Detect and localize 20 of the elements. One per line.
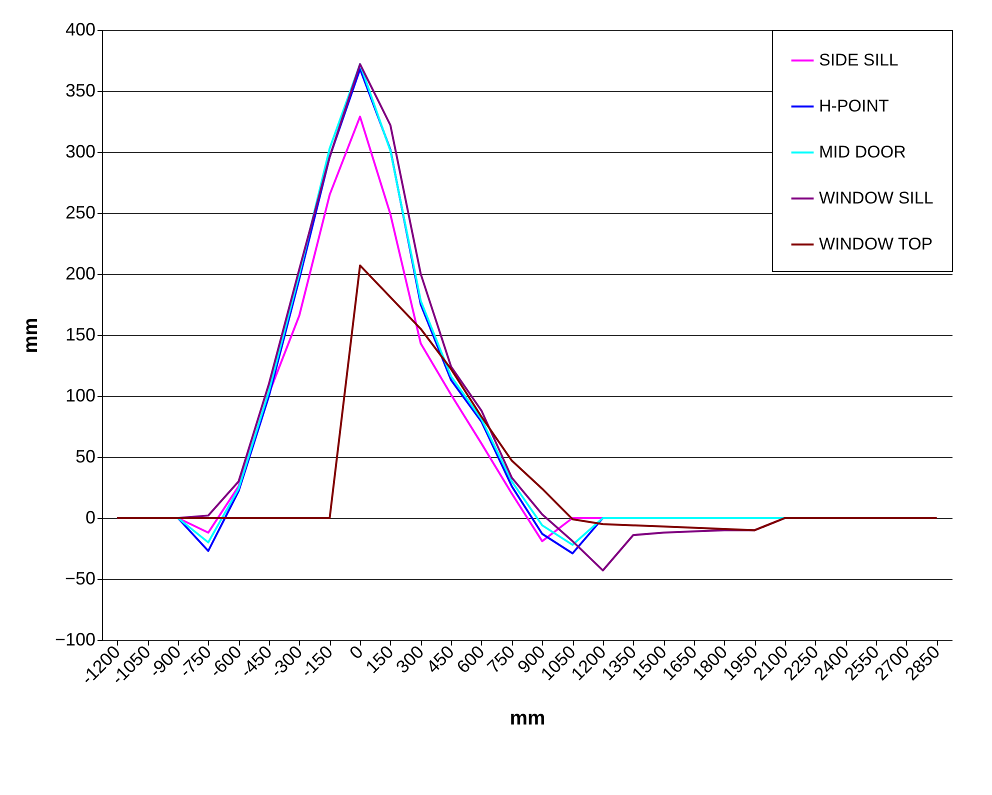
y-axis-title: mm (20, 318, 42, 354)
legend-label: WINDOW TOP (819, 234, 933, 254)
y-tick-label: 200 (65, 264, 96, 284)
y-tick-label: 0 (85, 508, 96, 528)
y-tick-label: 150 (65, 324, 96, 344)
x-axis-title: mm (510, 707, 546, 730)
y-tick-label: 50 (75, 446, 96, 466)
y-tick-label: −100 (54, 630, 96, 650)
y-tick-label: −50 (64, 568, 96, 588)
y-tick-label: 350 (65, 80, 96, 100)
y-tick-label: 100 (65, 386, 96, 406)
legend-label: H-POINT (819, 96, 889, 116)
y-tick-label: 400 (65, 20, 96, 40)
legend-label: SIDE SILL (819, 50, 898, 70)
x-tick-label: 750 (483, 642, 519, 678)
line-series (116, 264, 938, 532)
y-tick-label: 250 (65, 202, 96, 222)
legend-label: WINDOW SILL (819, 188, 934, 208)
legend-label: MID DOOR (819, 142, 906, 162)
y-tick-label: 300 (65, 142, 96, 162)
